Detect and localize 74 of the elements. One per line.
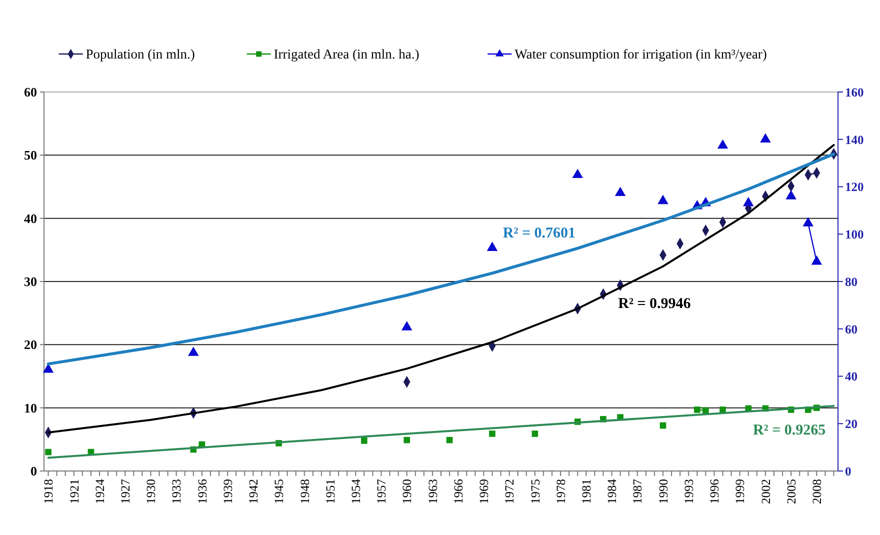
- y2-tick-label: 160: [845, 85, 864, 100]
- x-tick-label: 1960: [400, 479, 414, 504]
- x-tick-label: 1936: [195, 479, 210, 504]
- x-tick-label: 1987: [630, 479, 645, 504]
- x-tick-label: 1954: [349, 478, 363, 504]
- x-tick-label: 1948: [298, 479, 312, 504]
- point: [742, 196, 754, 206]
- legend-label: Population (in mln.): [86, 46, 195, 62]
- point: [658, 194, 668, 204]
- legend-label: Water consumption for irrigation (in km³/year): [514, 46, 767, 62]
- x-tick-label: 1969: [477, 479, 492, 504]
- y-tick-label: 10: [24, 400, 37, 416]
- x-tick-label: 1999: [733, 479, 748, 504]
- annotation: R² = 0.7601: [502, 225, 576, 242]
- x-tick-label: 1930: [144, 479, 158, 504]
- x-tick-label: 1966: [451, 479, 466, 504]
- x-tick-label: 1927: [118, 479, 132, 504]
- annotation: R² = 0.9946: [618, 296, 692, 312]
- x-tick-label: 1972: [502, 479, 517, 504]
- x-tick-label: 2005: [784, 479, 798, 504]
- x-tick-label: 1945: [272, 479, 286, 504]
- point: [404, 436, 410, 444]
- y2-tick-label: 140: [845, 132, 864, 147]
- point: [702, 407, 709, 414]
- y-tick-label: 40: [24, 210, 37, 226]
- point: [717, 139, 728, 149]
- x-tick-label: 2008: [810, 479, 824, 504]
- x-tick-label: 1924: [92, 478, 107, 504]
- x-tick-label: 1957: [374, 479, 389, 504]
- point: [486, 242, 498, 251]
- point: [45, 448, 52, 456]
- x-tick-label: 1975: [528, 479, 542, 504]
- y2-tick-label: 0: [845, 464, 852, 478]
- point: [802, 217, 814, 226]
- point: [572, 168, 583, 178]
- point: [188, 346, 199, 356]
- point: [660, 422, 666, 429]
- x-tick-label: 1921: [67, 479, 82, 504]
- y-tick-label: 0: [30, 464, 37, 479]
- y2-tick-label: 80: [845, 274, 858, 289]
- point: [786, 190, 796, 200]
- x-tick-label: 1981: [580, 479, 594, 504]
- x-tick-label: 1939: [220, 479, 235, 504]
- point: [811, 255, 822, 265]
- x-tick-label: 1933: [170, 479, 184, 504]
- annotation: R² = 0.9265: [753, 422, 826, 439]
- y-tick-label: 50: [24, 148, 37, 163]
- x-tick-label: 2002: [758, 479, 773, 504]
- point: [361, 438, 368, 444]
- y2-tick-label: 100: [845, 228, 864, 242]
- x-tick-label: 1942: [246, 479, 261, 504]
- point: [401, 321, 412, 330]
- y2-tick-label: 20: [845, 417, 858, 431]
- x-tick-label: 1984: [605, 478, 620, 504]
- point: [760, 133, 771, 142]
- y-tick-label: 20: [24, 337, 37, 352]
- x-tick-label: 1918: [42, 479, 56, 504]
- x-tick-label: 1993: [682, 479, 696, 504]
- x-tick-label: 1990: [656, 479, 670, 504]
- point: [446, 436, 453, 444]
- y2-tick-label: 40: [845, 370, 858, 384]
- y-tick-label: 30: [24, 274, 37, 290]
- point: [532, 430, 538, 437]
- point: [614, 186, 626, 196]
- y2-tick-label: 120: [845, 180, 864, 194]
- x-tick-label: 1996: [708, 479, 722, 504]
- point: [489, 430, 496, 437]
- x-tick-label: 1978: [554, 479, 568, 504]
- legend-label: Irrigated Area (in mln. ha.): [274, 46, 420, 62]
- x-tick-label: 1951: [323, 479, 338, 504]
- y-tick-label: 60: [24, 84, 37, 100]
- y2-tick-label: 60: [845, 322, 858, 336]
- point: [694, 406, 700, 413]
- x-tick-label: 1963: [426, 479, 440, 504]
